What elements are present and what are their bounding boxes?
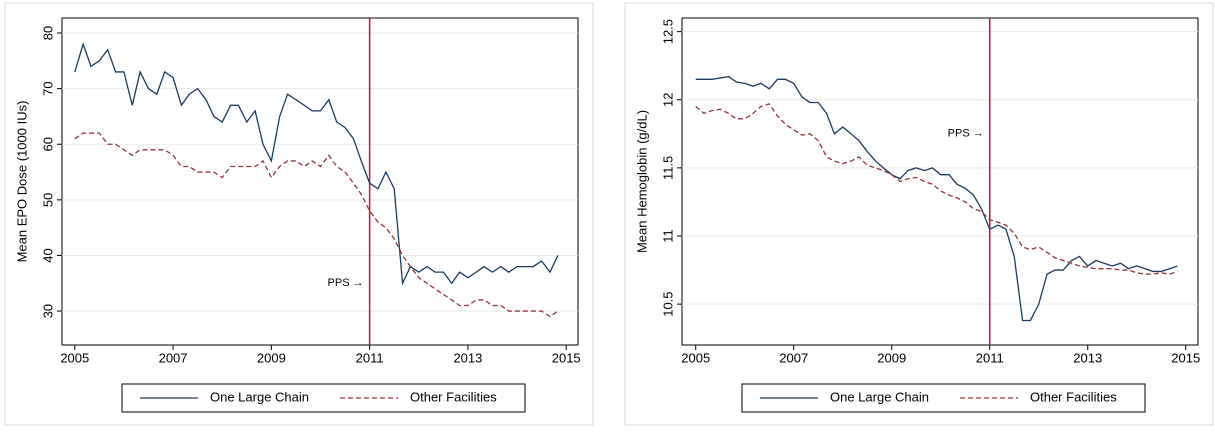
legend-label: One Large Chain xyxy=(830,389,929,404)
x-tick-label: 2013 xyxy=(1073,350,1102,365)
y-tick-label: 40 xyxy=(40,248,55,262)
x-tick-label: 2011 xyxy=(976,350,1004,365)
plot-area xyxy=(61,17,579,346)
y-tick-label: 60 xyxy=(40,137,55,151)
y-axis-label: Mean Hemoglobin (g/dL) xyxy=(634,110,649,253)
y-tick-label: 11 xyxy=(660,229,675,243)
x-tick-label: 2005 xyxy=(60,350,89,365)
x-tick-label: 2007 xyxy=(779,350,808,365)
legend-label: Other Facilities xyxy=(1030,389,1117,404)
x-tick-label: 2005 xyxy=(681,350,710,365)
annotation: PPS → xyxy=(328,277,364,289)
y-tick-label: 12 xyxy=(660,93,675,107)
y-tick-label: 70 xyxy=(40,81,55,95)
x-tick-label: 2009 xyxy=(257,350,286,365)
y-tick-label: 10.5 xyxy=(660,291,675,316)
y-tick-label: 80 xyxy=(40,26,55,40)
y-tick-label: 30 xyxy=(40,304,55,318)
y-tick-label: 50 xyxy=(40,193,55,207)
x-tick-label: 2009 xyxy=(877,350,906,365)
y-tick-label: 12.5 xyxy=(660,19,675,44)
x-tick-label: 2013 xyxy=(453,350,482,365)
x-tick-label: 2015 xyxy=(1171,350,1200,365)
plot-area xyxy=(681,17,1199,346)
x-tick-label: 2007 xyxy=(159,350,188,365)
series-line xyxy=(695,75,1178,322)
legend-label: One Large Chain xyxy=(210,389,309,404)
legend-label: Other Facilities xyxy=(410,389,497,404)
annotation: PPS → xyxy=(948,128,984,140)
y-axis-label: Mean EPO Dose (1000 IUs) xyxy=(14,101,29,263)
series-line xyxy=(695,103,1178,275)
y-tick-label: 11.5 xyxy=(660,156,675,180)
x-tick-label: 2011 xyxy=(356,350,384,365)
series-line xyxy=(74,42,559,286)
x-tick-label: 2015 xyxy=(552,350,581,365)
